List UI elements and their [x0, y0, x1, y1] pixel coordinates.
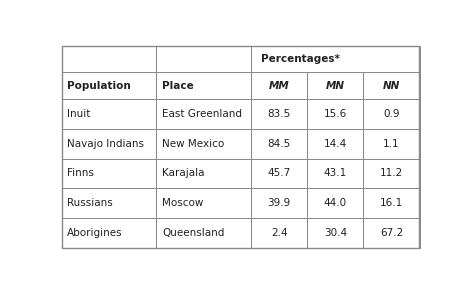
Bar [307, 159, 363, 188]
Text: New Mexico: New Mexico [162, 139, 224, 149]
Bar [251, 218, 307, 248]
Bar [363, 99, 420, 129]
Text: MN: MN [326, 81, 345, 91]
Bar [307, 99, 363, 129]
Bar [156, 72, 251, 99]
Text: 84.5: 84.5 [267, 139, 291, 149]
Bar [307, 129, 363, 159]
Text: 14.4: 14.4 [324, 139, 347, 149]
Text: Queensland: Queensland [162, 228, 224, 238]
Bar [307, 188, 363, 218]
Text: East Greenland: East Greenland [162, 109, 242, 119]
Bar [156, 129, 251, 159]
Bar [307, 72, 363, 99]
Text: 44.0: 44.0 [324, 198, 347, 208]
Bar [363, 72, 420, 99]
Text: 39.9: 39.9 [267, 198, 291, 208]
Text: 0.9: 0.9 [383, 109, 400, 119]
Text: Percentages*: Percentages* [261, 54, 340, 64]
Bar [363, 159, 420, 188]
Text: 30.4: 30.4 [324, 228, 347, 238]
Text: NN: NN [383, 81, 400, 91]
Text: MM: MM [269, 81, 289, 91]
Bar [307, 218, 363, 248]
Text: 1.1: 1.1 [383, 139, 400, 149]
Text: Place: Place [162, 81, 194, 91]
Text: Aborigines: Aborigines [67, 228, 123, 238]
Bar [156, 159, 251, 188]
Text: 11.2: 11.2 [380, 169, 403, 178]
Bar [61, 188, 156, 218]
Bar [363, 188, 420, 218]
Bar [251, 46, 420, 72]
Bar [61, 46, 419, 248]
Text: Navajo Indians: Navajo Indians [67, 139, 144, 149]
Text: Finns: Finns [67, 169, 94, 178]
Bar [156, 188, 251, 218]
Text: 43.1: 43.1 [324, 169, 347, 178]
Bar [251, 72, 307, 99]
Bar [61, 218, 156, 248]
Text: Karajala: Karajala [162, 169, 204, 178]
Bar [363, 129, 420, 159]
Text: 15.6: 15.6 [324, 109, 347, 119]
Text: 67.2: 67.2 [380, 228, 403, 238]
Text: Population: Population [67, 81, 131, 91]
Bar [251, 129, 307, 159]
Text: 83.5: 83.5 [267, 109, 291, 119]
Bar [61, 159, 156, 188]
Bar [251, 188, 307, 218]
Bar [61, 99, 156, 129]
Bar [251, 159, 307, 188]
Bar [251, 99, 307, 129]
Bar [363, 218, 420, 248]
Text: 45.7: 45.7 [267, 169, 291, 178]
Bar [156, 99, 251, 129]
Bar [156, 46, 251, 72]
Text: 16.1: 16.1 [380, 198, 403, 208]
Text: 2.4: 2.4 [271, 228, 287, 238]
Text: Inuit: Inuit [67, 109, 91, 119]
Bar [156, 218, 251, 248]
Text: Russians: Russians [67, 198, 113, 208]
Bar [61, 46, 156, 72]
Bar [61, 129, 156, 159]
Bar [61, 72, 156, 99]
Text: Moscow: Moscow [162, 198, 204, 208]
